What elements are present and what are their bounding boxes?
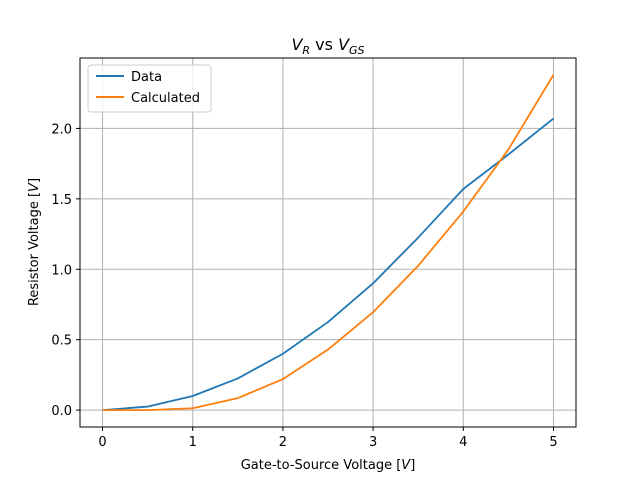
y-tick-label: 0.0 <box>51 404 72 419</box>
x-tick-label: 2 <box>279 435 287 450</box>
y-tick-label: 1.0 <box>51 263 72 278</box>
series-line-calculated <box>102 74 555 412</box>
y-tick-label: 2.0 <box>51 122 72 137</box>
x-tick-label: 1 <box>189 435 197 450</box>
plot-series <box>102 74 555 412</box>
grid <box>80 58 576 427</box>
x-tick-label: 5 <box>549 435 557 450</box>
chart-title: VR vs VGS <box>291 35 364 57</box>
series-line-data <box>102 117 555 411</box>
axis-ticks: 0 1 2 3 4 5 0.0 0.5 1.0 1.5 2.0 <box>51 122 557 450</box>
plot-frame <box>79 57 577 428</box>
legend: Data Calculated <box>87 64 212 113</box>
y-tick-label: 1.5 <box>51 193 72 208</box>
x-tick-label: 4 <box>459 435 467 450</box>
x-axis-label: Gate-to-Source Voltage [V] <box>241 458 416 473</box>
x-tick-label: 0 <box>98 435 106 450</box>
x-tick-label: 3 <box>369 435 377 450</box>
y-tick-label: 0.5 <box>51 334 72 349</box>
legend-label-data: Data <box>131 70 162 85</box>
y-axis-label: Resistor Voltage [V] <box>27 178 42 306</box>
legend-label-calculated: Calculated <box>131 91 200 106</box>
